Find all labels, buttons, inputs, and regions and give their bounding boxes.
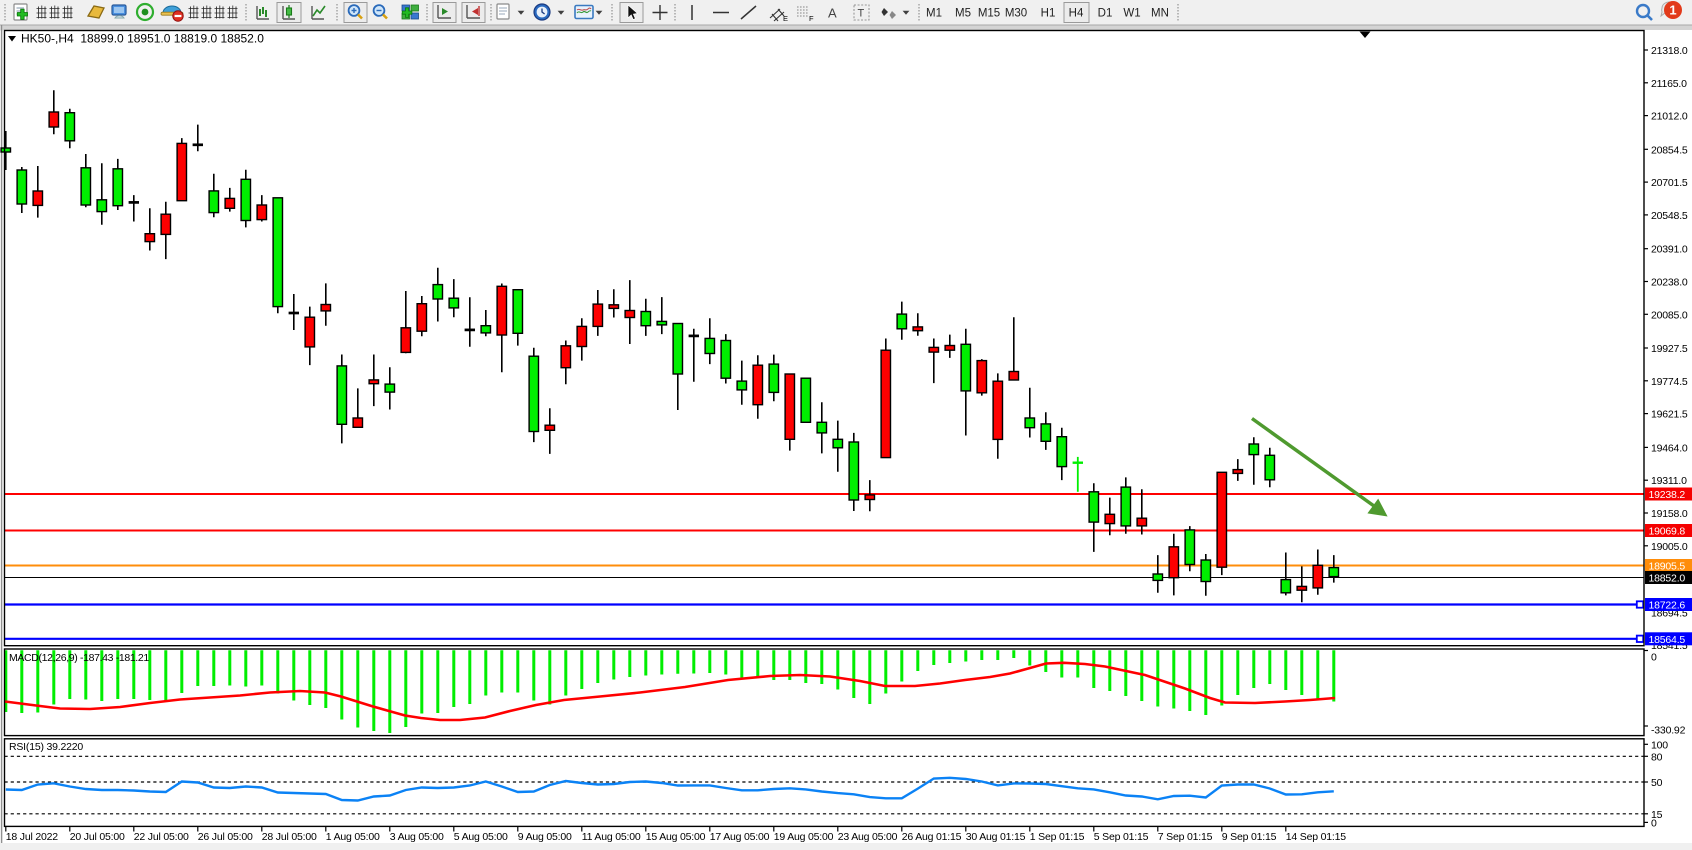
svg-text:19069.8: 19069.8: [1649, 526, 1686, 538]
svg-text:15 Aug 05:00: 15 Aug 05:00: [646, 831, 706, 843]
svg-text:M30: M30: [1005, 8, 1027, 20]
svg-text:H1: H1: [1041, 8, 1056, 20]
svg-text:19005.0: 19005.0: [1651, 541, 1688, 553]
svg-text:17 Aug 05:00: 17 Aug 05:00: [710, 831, 770, 843]
svg-text:3 Aug 05:00: 3 Aug 05:00: [390, 831, 444, 843]
svg-text:20548.5: 20548.5: [1651, 210, 1688, 222]
svg-text:MN: MN: [1151, 8, 1169, 20]
svg-text:7 Sep 01:15: 7 Sep 01:15: [1158, 831, 1213, 843]
svg-text:50: 50: [1651, 777, 1663, 789]
svg-text:19927.5: 19927.5: [1651, 343, 1688, 355]
svg-text:21012.0: 21012.0: [1651, 111, 1688, 123]
svg-text:5 Sep 01:15: 5 Sep 01:15: [1094, 831, 1149, 843]
svg-text:19774.5: 19774.5: [1651, 376, 1688, 388]
svg-text:1 Aug 05:00: 1 Aug 05:00: [326, 831, 380, 843]
svg-text:11 Aug 05:00: 11 Aug 05:00: [582, 831, 641, 843]
svg-text:22 Jul 05:00: 22 Jul 05:00: [134, 831, 189, 843]
svg-text:E: E: [783, 14, 788, 23]
svg-text:26 Aug 01:15: 26 Aug 01:15: [902, 831, 962, 843]
svg-text:T: T: [858, 8, 865, 20]
svg-text:80: 80: [1651, 751, 1663, 763]
svg-text:28 Jul 05:00: 28 Jul 05:00: [262, 831, 317, 843]
svg-text:19621.5: 19621.5: [1651, 409, 1688, 421]
svg-text:19238.2: 19238.2: [1649, 489, 1686, 501]
svg-text:14 Sep 01:15: 14 Sep 01:15: [1286, 831, 1346, 843]
svg-text:26 Jul 05:00: 26 Jul 05:00: [198, 831, 253, 843]
svg-text:23 Aug 05:00: 23 Aug 05:00: [838, 831, 898, 843]
svg-text:19 Aug 05:00: 19 Aug 05:00: [774, 831, 834, 843]
svg-text:30 Aug 01:15: 30 Aug 01:15: [966, 831, 1026, 843]
svg-text:20 Jul 05:00: 20 Jul 05:00: [70, 831, 125, 843]
svg-text:A: A: [828, 6, 837, 21]
svg-text:F: F: [809, 14, 814, 23]
svg-text:100: 100: [1651, 739, 1668, 751]
svg-text:9 Sep 01:15: 9 Sep 01:15: [1222, 831, 1277, 843]
svg-text:0: 0: [1651, 652, 1657, 664]
svg-text:20701.5: 20701.5: [1651, 177, 1688, 189]
svg-text:20854.5: 20854.5: [1651, 144, 1688, 156]
svg-text:W1: W1: [1123, 8, 1140, 20]
svg-text:21318.0: 21318.0: [1651, 45, 1688, 57]
svg-text:18722.6: 18722.6: [1649, 600, 1686, 612]
svg-text:1: 1: [1669, 3, 1676, 18]
svg-text:21165.0: 21165.0: [1651, 78, 1687, 90]
svg-text:RSI(15) 39.2220: RSI(15) 39.2220: [9, 741, 83, 753]
svg-text:20238.0: 20238.0: [1651, 277, 1688, 289]
svg-text:18852.0: 18852.0: [1649, 573, 1686, 585]
svg-text:H4: H4: [1069, 8, 1084, 20]
svg-text:-330.92: -330.92: [1651, 725, 1686, 737]
svg-text:5 Aug 05:00: 5 Aug 05:00: [454, 831, 508, 843]
svg-text:M15: M15: [978, 8, 1000, 20]
svg-text:19158.0: 19158.0: [1651, 508, 1688, 520]
svg-text:20085.0: 20085.0: [1651, 309, 1688, 321]
svg-text:18905.5: 18905.5: [1649, 561, 1686, 573]
svg-text:20391.0: 20391.0: [1651, 244, 1688, 256]
svg-text:MACD(12,26,9) -187.43 -181.21: MACD(12,26,9) -187.43 -181.21: [9, 652, 149, 664]
svg-text:M1: M1: [926, 8, 942, 20]
svg-text:9 Aug 05:00: 9 Aug 05:00: [518, 831, 572, 843]
svg-text:18564.5: 18564.5: [1649, 634, 1686, 646]
svg-text:18 Jul 2022: 18 Jul 2022: [6, 831, 58, 843]
svg-text:19464.0: 19464.0: [1651, 442, 1688, 454]
svg-text:D1: D1: [1098, 8, 1113, 20]
svg-text:19311.0: 19311.0: [1651, 475, 1687, 487]
svg-text:0: 0: [1651, 817, 1657, 829]
svg-text:HK50-,H4 18899.0 18951.0 1881: HK50-,H4 18899.0 18951.0 18819.0 18852.0: [21, 32, 264, 46]
svg-text:15: 15: [1651, 809, 1663, 821]
svg-text:1 Sep 01:15: 1 Sep 01:15: [1030, 831, 1085, 843]
svg-text:M5: M5: [955, 8, 971, 20]
